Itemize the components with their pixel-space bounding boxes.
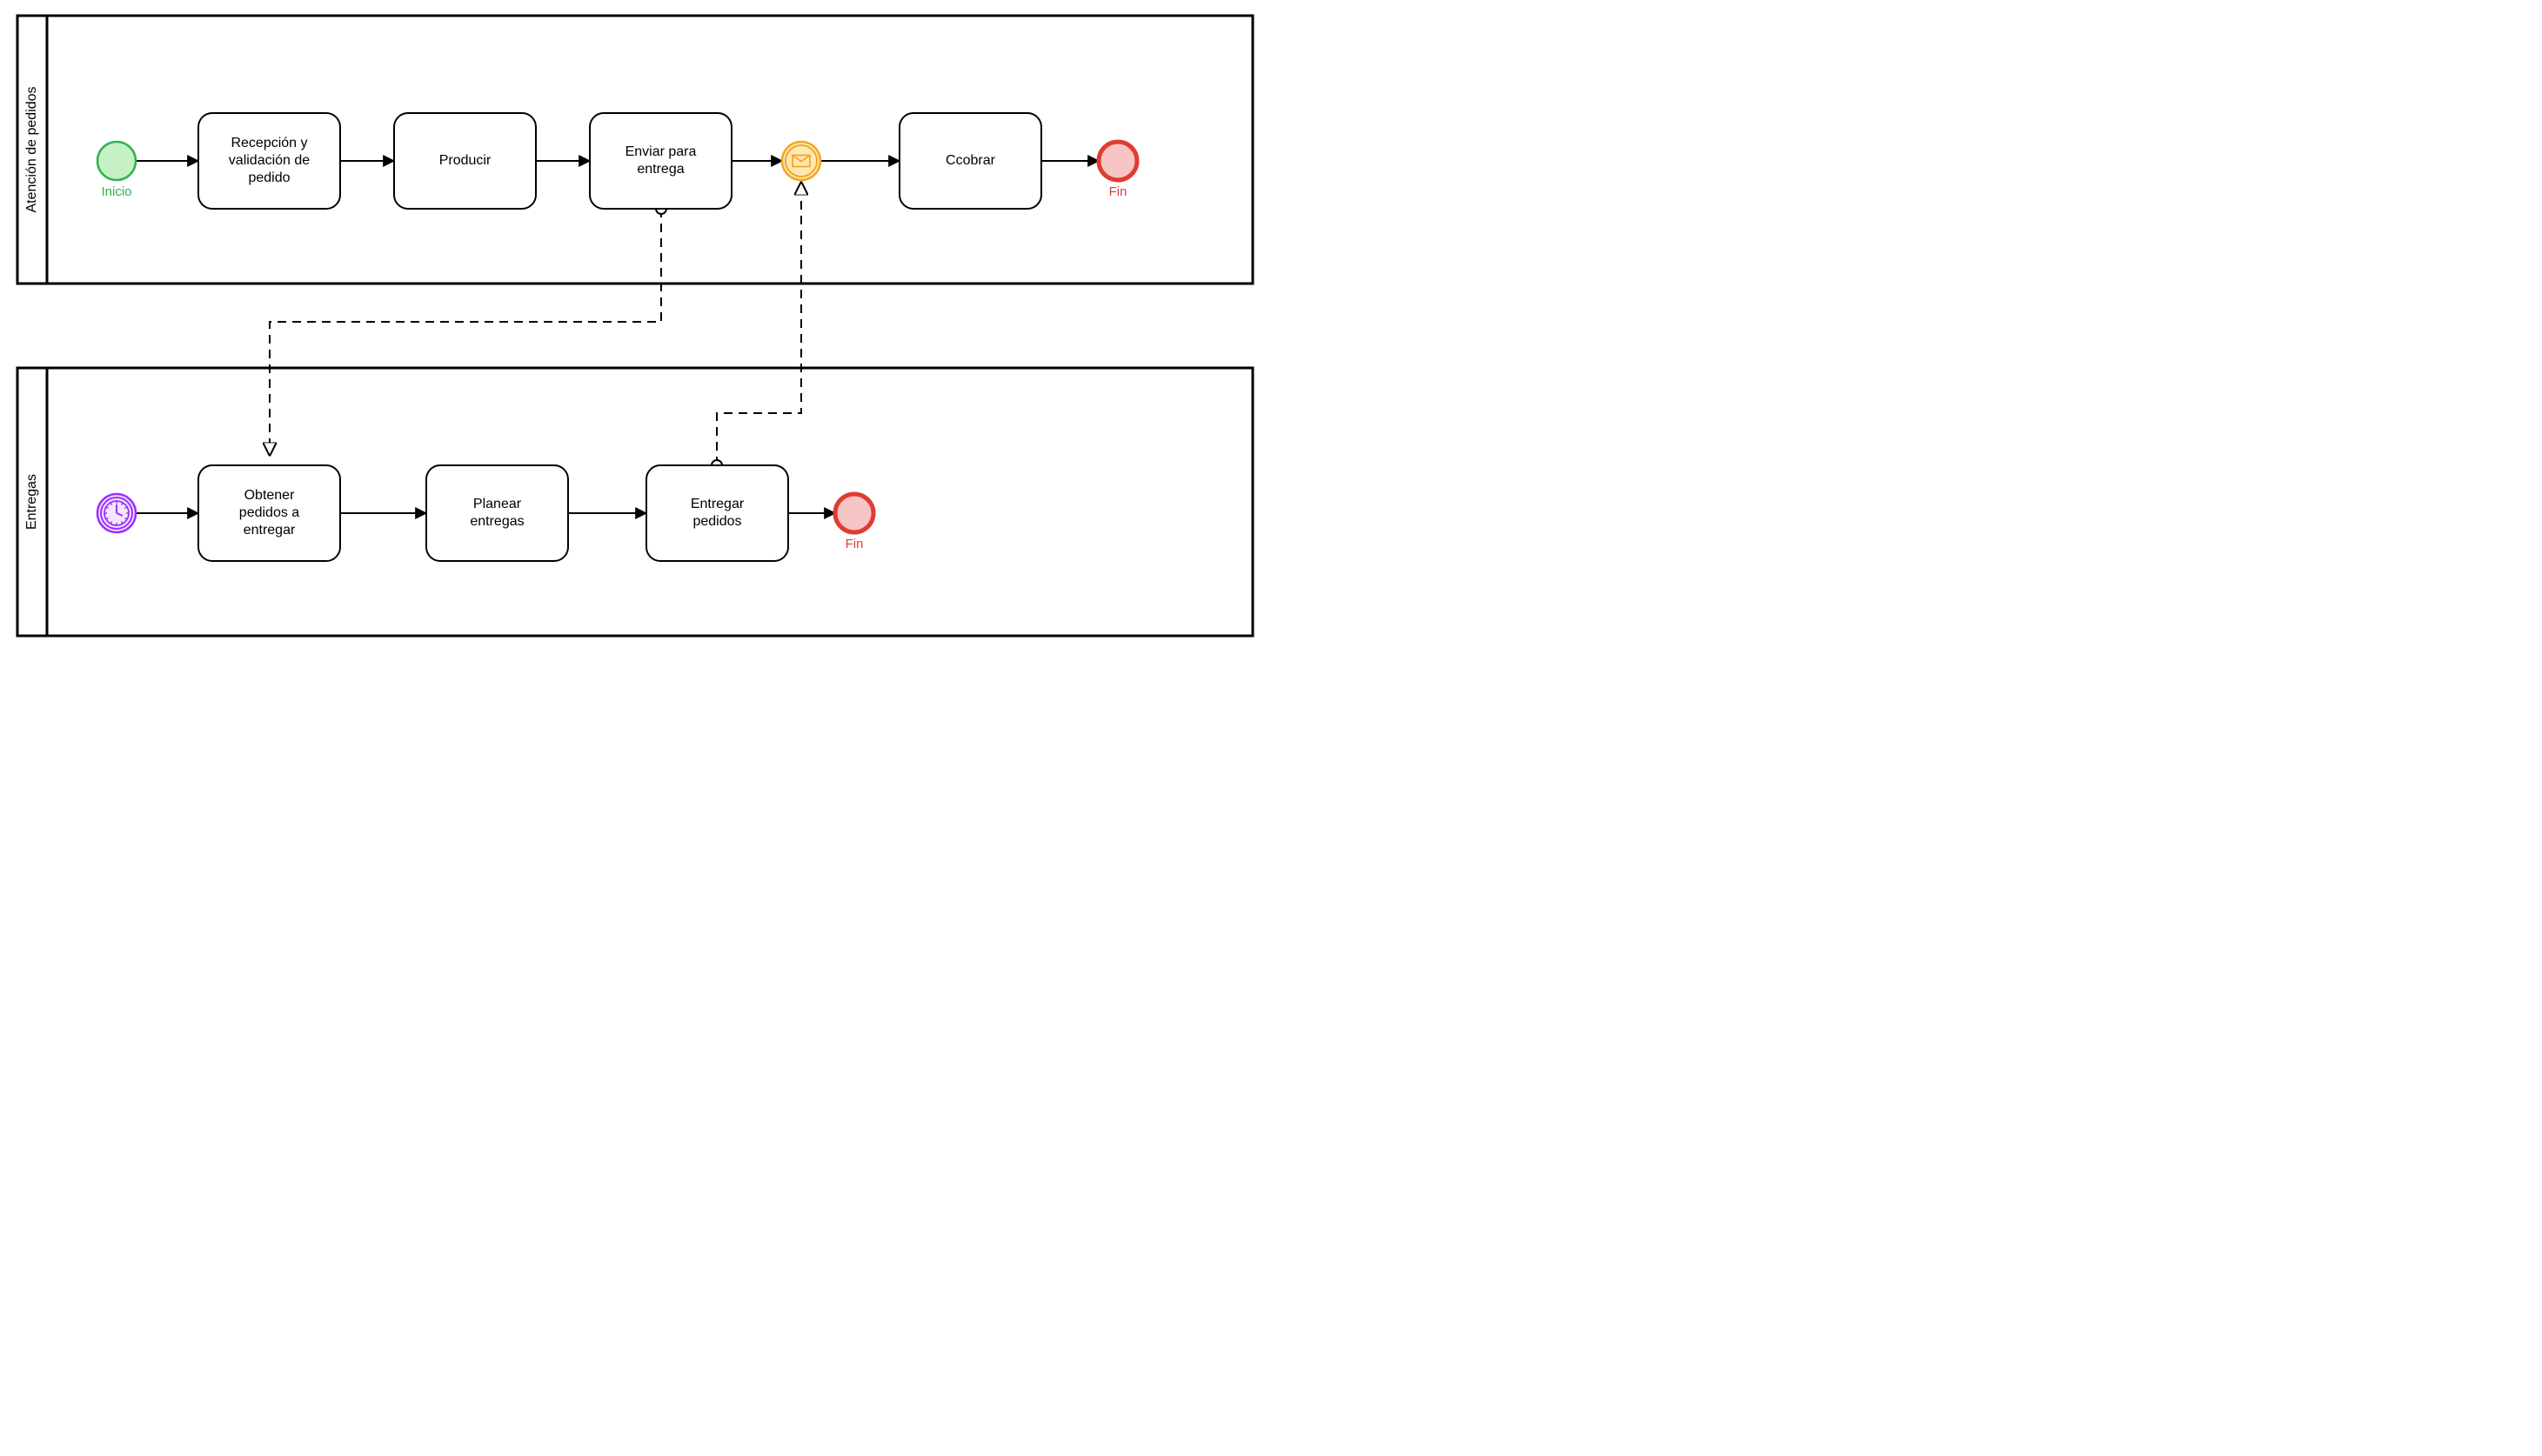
event-label: Fin	[1109, 184, 1127, 199]
event-timer-start[interactable]	[97, 494, 136, 532]
task[interactable]: Enviar paraentrega	[590, 113, 732, 209]
event-start[interactable]: Inicio	[97, 142, 136, 199]
pool-label: Atención de pedidos	[24, 87, 39, 213]
task-label: Producir	[439, 153, 492, 168]
event-message-intermediate[interactable]	[782, 142, 820, 180]
message-flow	[717, 183, 801, 465]
task[interactable]: Planearentregas	[426, 465, 568, 561]
task-label: Obtenerpedidos aentregar	[239, 488, 299, 538]
task-label: Ccobrar	[946, 153, 996, 168]
pool-label: Entregas	[24, 474, 39, 530]
bpmn-diagram: Atención de pedidos Entregas Recepción yva…	[0, 0, 1271, 728]
event-end[interactable]: Fin	[835, 494, 873, 551]
message-flow	[270, 209, 661, 455]
event-label: Inicio	[101, 184, 131, 199]
task[interactable]: Producir	[394, 113, 536, 209]
task[interactable]: Entregarpedidos	[646, 465, 788, 561]
task[interactable]: Ccobrar	[900, 113, 1041, 209]
event-end[interactable]: Fin	[1099, 142, 1137, 199]
task[interactable]: Recepción yvalidación depedido	[198, 113, 340, 209]
event-label: Fin	[846, 537, 864, 551]
task[interactable]: Obtenerpedidos aentregar	[198, 465, 340, 561]
